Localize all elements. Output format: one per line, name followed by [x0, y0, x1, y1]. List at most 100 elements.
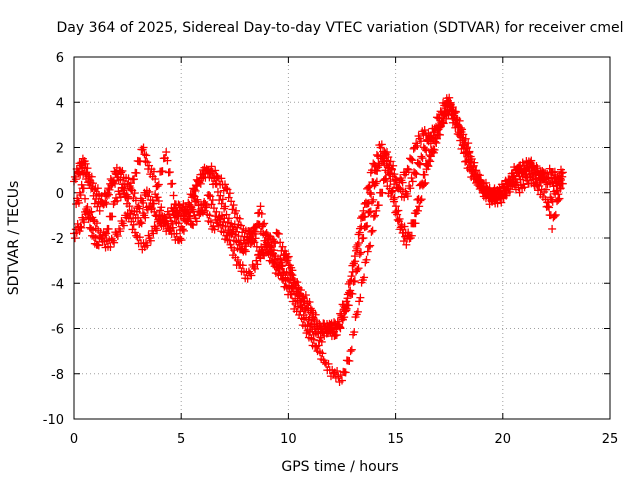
data-point-interp — [407, 155, 416, 164]
data-point-interp — [353, 244, 362, 253]
data-point-interp — [411, 169, 420, 178]
data-point-interp — [193, 195, 202, 204]
data-point-interp — [110, 238, 119, 247]
data-point-interp — [448, 118, 457, 127]
data-point — [95, 206, 104, 215]
y-tick-label-2: -6 — [51, 323, 64, 338]
data-point-interp — [549, 174, 558, 183]
data-point-interp — [225, 189, 234, 198]
data-point-interp — [356, 248, 365, 257]
data-point-interp — [257, 209, 266, 218]
data-point-interp — [91, 234, 100, 242]
data-point-interp — [84, 172, 93, 181]
data-point-interp — [341, 307, 350, 316]
data-point — [453, 129, 462, 138]
data-point — [76, 222, 85, 231]
data-point-interp — [124, 174, 133, 183]
data-point-interp — [437, 116, 446, 125]
data-point-interp — [368, 226, 377, 235]
data-point-interp — [116, 175, 125, 184]
data-point — [417, 152, 426, 161]
data-point-interp — [405, 231, 414, 240]
data-point — [104, 184, 113, 193]
data-point-interp — [143, 241, 152, 250]
data-point-interp — [147, 205, 156, 214]
data-point-interp — [369, 195, 378, 204]
data-point-interp — [354, 264, 363, 273]
data-point — [346, 347, 355, 356]
data-point-interp — [430, 145, 439, 154]
data-point-interp — [189, 221, 198, 230]
data-point-interp — [348, 261, 357, 270]
data-point-interp — [392, 207, 401, 216]
data-point — [205, 191, 214, 200]
data-point-interp — [89, 232, 98, 241]
data-point-interp — [155, 217, 164, 226]
data-point-interp — [149, 199, 158, 208]
axis-ticks: 0 5 10 15 20 25 -10 -8 -6 -4 -2 0 2 4 6 — [43, 51, 619, 447]
data-point-interp — [296, 307, 305, 316]
data-point-interp — [404, 165, 413, 174]
data-point-interp — [533, 164, 542, 173]
data-point — [153, 181, 162, 190]
data-point-interp — [293, 302, 302, 311]
data-point-interp — [441, 109, 450, 118]
data-point-interp — [177, 236, 186, 245]
data-point — [162, 148, 171, 157]
data-point-interp — [82, 168, 91, 177]
data-point-interp — [108, 212, 117, 221]
data-point-interp — [210, 225, 219, 234]
data-point-interp — [349, 277, 358, 286]
data-point-interp — [85, 208, 94, 217]
x-axis-label: GPS time / hours — [281, 459, 398, 475]
data-point-interp — [233, 223, 242, 232]
data-point-interp — [154, 196, 163, 205]
data-point-interp — [409, 219, 418, 228]
data-point-interp — [312, 322, 321, 331]
data-point-interp — [205, 211, 214, 220]
data-point-interp — [477, 178, 486, 187]
data-point-interp — [387, 188, 396, 197]
data-point-interp — [309, 313, 318, 322]
data-point-interp — [76, 191, 85, 200]
data-point-interp — [538, 166, 547, 175]
data-point — [359, 234, 368, 242]
data-point-interp — [141, 213, 150, 222]
data-point — [445, 93, 454, 102]
data-point-interp — [190, 185, 199, 194]
data-point — [307, 315, 316, 324]
data-point-interp — [344, 301, 353, 310]
data-point-interp — [417, 180, 426, 189]
x-tick-label-4: 20 — [495, 432, 512, 447]
data-point-interp — [101, 190, 110, 199]
data-point-interp — [490, 196, 499, 205]
data-point-interp — [77, 223, 86, 232]
data-point-interp — [458, 140, 467, 149]
data-point-interp — [176, 234, 185, 243]
data-point — [252, 256, 261, 265]
y-tick-label-5: 0 — [56, 187, 64, 202]
data-point — [136, 218, 145, 227]
data-point-interp — [555, 194, 564, 203]
y-tick-label-3: -4 — [51, 277, 64, 292]
data-point — [269, 258, 278, 267]
data-point-interp — [439, 118, 448, 127]
data-point-interp — [115, 166, 124, 175]
data-point-interp — [271, 255, 280, 264]
data-point-interp — [540, 173, 549, 182]
data-point-interp — [192, 217, 201, 226]
data-point-interp — [463, 147, 472, 156]
data-point-interp — [554, 195, 563, 204]
data-point-interp — [406, 184, 415, 193]
data-point-interp — [71, 175, 80, 184]
data-point-interp — [515, 188, 524, 197]
data-point-interp — [153, 226, 162, 235]
data-point-interp — [287, 290, 296, 299]
data-point-interp — [350, 328, 359, 337]
data-point-interp — [252, 242, 261, 251]
data-point — [355, 297, 364, 306]
data-point-interp — [358, 212, 367, 221]
data-point-interp — [314, 329, 323, 338]
data-point-interp — [270, 237, 279, 246]
x-tick-label-5: 25 — [602, 432, 619, 447]
